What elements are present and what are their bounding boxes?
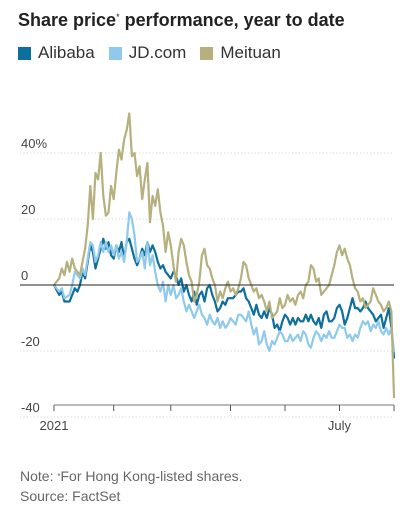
note-marker: *	[57, 472, 61, 481]
y-tick-label: -40	[21, 400, 40, 415]
y-tick-label: -20	[21, 334, 40, 349]
x-tick-label: July	[328, 418, 352, 433]
series-line-meituan	[52, 112, 396, 399]
legend-item-alibaba: Alibaba	[18, 43, 95, 63]
legend-item-meituan: Meituan	[200, 43, 281, 63]
series-layer	[52, 112, 396, 399]
chart-title-footnote-marker: *	[116, 12, 120, 22]
grid-layer	[20, 152, 394, 418]
chart-title-rest: performance, year to date	[119, 10, 345, 30]
legend-label-meituan: Meituan	[220, 43, 281, 62]
note-line: Note: *For Hong Kong-listed shares.	[20, 466, 243, 486]
x-tick-label: 2021	[40, 418, 69, 433]
note-prefix: Note:	[20, 468, 58, 484]
chart-notes: Note: *For Hong Kong-listed shares. Sour…	[20, 466, 243, 506]
y-tick-label: 20	[21, 202, 35, 217]
chart-title-main: Share price	[18, 10, 117, 30]
legend-swatch-jd	[108, 46, 122, 60]
chart-legend: Alibaba JD.com Meituan	[18, 43, 295, 63]
legend-label-jd: JD.com	[128, 43, 187, 62]
chart-title: Share price* performance, year to date	[18, 10, 345, 31]
legend-swatch-meituan	[200, 46, 214, 60]
series-line-jd-com	[52, 211, 396, 353]
legend-label-alibaba: Alibaba	[38, 43, 95, 62]
y-tick-label: 0	[21, 268, 28, 283]
legend-swatch-alibaba	[18, 46, 31, 60]
note-text: For Hong Kong-listed shares.	[60, 468, 243, 484]
series-line-alibaba	[52, 237, 396, 359]
source-line: Source: FactSet	[20, 488, 121, 504]
legend-item-jd: JD.com	[108, 43, 187, 63]
y-tick-label: 40%	[21, 136, 47, 151]
